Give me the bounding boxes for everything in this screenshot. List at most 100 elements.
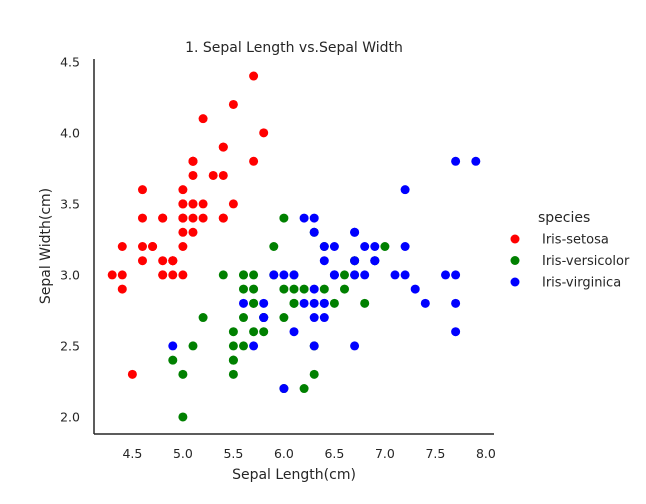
data-point-iris-virginica	[360, 270, 370, 280]
data-point-iris-setosa	[107, 270, 117, 280]
x-tick-label: 5.0	[173, 446, 193, 461]
x-axis-label: Sepal Length(cm)	[232, 467, 356, 483]
data-point-iris-virginica	[329, 270, 339, 280]
data-point-iris-virginica	[319, 256, 329, 266]
data-point-iris-virginica	[390, 270, 400, 280]
data-point-iris-versicolor	[340, 270, 350, 280]
data-point-iris-versicolor	[228, 355, 238, 365]
data-point-iris-setosa	[127, 369, 137, 379]
data-point-iris-virginica	[319, 313, 329, 323]
data-point-iris-versicolor	[299, 384, 309, 394]
data-point-iris-versicolor	[249, 298, 259, 308]
data-point-iris-virginica	[329, 242, 339, 251]
data-point-iris-virginica	[168, 341, 178, 351]
legend-label: Iris-setosa	[542, 233, 609, 248]
data-point-iris-virginica	[370, 256, 380, 266]
data-point-iris-setosa	[188, 170, 198, 180]
data-point-iris-virginica	[289, 327, 299, 337]
data-point-iris-virginica	[400, 270, 410, 280]
data-point-iris-setosa	[178, 242, 188, 251]
data-point-iris-setosa	[218, 142, 228, 152]
data-point-iris-virginica	[319, 242, 329, 251]
legend-label: Iris-versicolor	[542, 254, 630, 269]
x-tick-label: 4.5	[122, 446, 142, 461]
data-point-iris-virginica	[309, 298, 319, 308]
data-point-iris-versicolor	[238, 270, 248, 280]
data-point-iris-setosa	[168, 270, 178, 280]
data-point-iris-versicolor	[269, 242, 279, 251]
data-point-iris-setosa	[178, 213, 188, 223]
points-layer	[107, 71, 481, 422]
data-point-iris-setosa	[117, 284, 127, 294]
data-point-iris-setosa	[158, 256, 168, 266]
y-tick-label: 3.0	[60, 267, 80, 282]
y-tick-label: 2.5	[60, 338, 80, 353]
data-point-iris-virginica	[259, 313, 269, 323]
data-point-iris-virginica	[451, 156, 461, 166]
data-point-iris-setosa	[188, 213, 198, 223]
y-tick-label: 4.5	[60, 54, 80, 69]
y-axis-label: Sepal Width(cm)	[38, 188, 54, 304]
data-point-iris-versicolor	[329, 298, 339, 308]
data-point-iris-setosa	[188, 156, 198, 166]
data-point-iris-versicolor	[249, 284, 259, 294]
legend-marker	[510, 234, 520, 244]
data-point-iris-virginica	[309, 284, 319, 294]
x-tick-label: 7.5	[425, 446, 445, 461]
data-point-iris-versicolor	[289, 284, 299, 294]
data-point-iris-versicolor	[228, 369, 238, 379]
data-point-iris-virginica	[410, 284, 420, 294]
data-point-iris-setosa	[188, 227, 198, 237]
data-point-iris-virginica	[319, 298, 329, 308]
data-point-iris-virginica	[309, 213, 319, 223]
data-point-iris-setosa	[137, 213, 147, 223]
x-tick-label: 6.5	[324, 446, 344, 461]
data-point-iris-virginica	[279, 384, 289, 394]
data-point-iris-setosa	[218, 213, 228, 223]
data-point-iris-setosa	[158, 270, 168, 280]
data-point-iris-virginica	[441, 270, 451, 280]
data-point-iris-versicolor	[238, 313, 248, 323]
chart-title: 1. Sepal Length vs.Sepal Width	[185, 40, 403, 56]
data-point-iris-virginica	[309, 313, 319, 323]
data-point-iris-setosa	[168, 256, 178, 266]
data-point-iris-versicolor	[279, 313, 289, 323]
data-point-iris-versicolor	[380, 242, 390, 251]
data-point-iris-versicolor	[289, 298, 299, 308]
data-point-iris-setosa	[228, 199, 238, 209]
data-point-iris-versicolor	[309, 369, 319, 379]
y-tick-label: 2.0	[60, 409, 80, 424]
data-point-iris-setosa	[188, 199, 198, 209]
data-point-iris-versicolor	[168, 355, 178, 365]
data-point-iris-virginica	[350, 270, 360, 280]
data-point-iris-virginica	[350, 227, 360, 237]
axes-layer	[93, 59, 494, 435]
data-point-iris-setosa	[158, 213, 168, 223]
legend-marker	[510, 277, 520, 287]
data-point-iris-virginica	[370, 242, 380, 251]
data-point-iris-virginica	[269, 270, 279, 280]
data-point-iris-versicolor	[228, 327, 238, 337]
data-point-iris-virginica	[451, 270, 461, 280]
data-point-iris-versicolor	[238, 284, 248, 294]
data-point-iris-virginica	[420, 298, 430, 308]
data-point-iris-setosa	[117, 242, 127, 251]
y-tick-label: 3.5	[60, 196, 80, 211]
x-tick-label: 5.5	[223, 446, 243, 461]
data-point-iris-setosa	[178, 185, 188, 195]
data-point-iris-virginica	[350, 256, 360, 266]
legend-label: Iris-virginica	[542, 276, 621, 291]
data-point-iris-virginica	[471, 156, 481, 166]
data-point-iris-setosa	[148, 242, 158, 251]
data-point-iris-setosa	[137, 242, 147, 251]
data-point-iris-setosa	[137, 185, 147, 195]
data-point-iris-versicolor	[198, 313, 208, 323]
data-point-iris-virginica	[259, 298, 269, 308]
data-point-iris-versicolor	[228, 341, 238, 351]
data-point-iris-setosa	[259, 128, 269, 138]
data-point-iris-versicolor	[249, 327, 259, 337]
data-point-iris-setosa	[218, 170, 228, 180]
legend-title: species	[538, 210, 590, 226]
